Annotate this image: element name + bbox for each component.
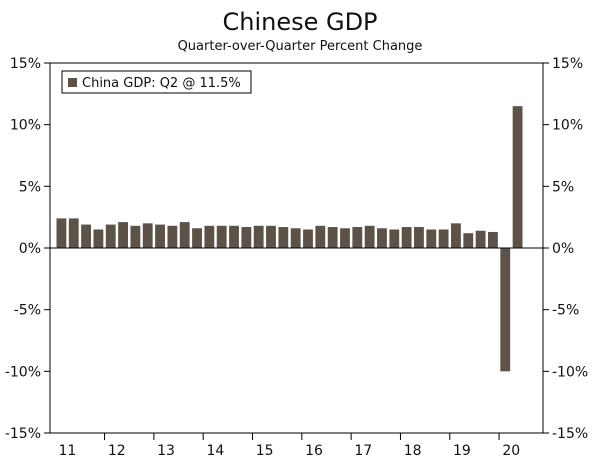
- bar: [352, 227, 363, 248]
- bar: [266, 225, 276, 248]
- bar: [105, 224, 116, 248]
- y-tick-label-right: 15%: [552, 56, 583, 72]
- bar: [179, 222, 190, 248]
- bar: [68, 218, 79, 248]
- legend-box: [61, 70, 252, 94]
- bar: [401, 227, 412, 248]
- x-tick-label: 16: [305, 443, 323, 459]
- right-axis: 15% 10% 5% 0% -5% -10% -15%: [543, 56, 588, 442]
- x-tick-label: 20: [502, 443, 520, 459]
- y-tick-label-right: 10%: [552, 118, 583, 134]
- bar: [93, 229, 104, 248]
- y-tick-label-left: -10%: [5, 364, 41, 380]
- legend-swatch: [68, 78, 77, 87]
- bar: [81, 224, 91, 248]
- legend: China GDP: Q2 @ 11.5%: [61, 70, 252, 94]
- x-axis: 11 12 13 14 15 16 17 18 19 20: [59, 433, 520, 459]
- bar: [475, 230, 486, 248]
- x-tick-label: 14: [206, 443, 224, 459]
- bar: [488, 231, 498, 248]
- bar: [377, 228, 387, 248]
- y-tick-label-left: -5%: [14, 303, 41, 319]
- bar: [290, 228, 301, 248]
- bar: [426, 229, 437, 248]
- x-tick-label: 13: [157, 443, 175, 459]
- chart-title: Chinese GDP: [222, 8, 378, 36]
- bar: [315, 225, 326, 248]
- bar: [56, 218, 67, 248]
- bar: [340, 228, 350, 248]
- legend-label: China GDP: Q2 @ 11.5%: [82, 76, 241, 91]
- bar: [229, 225, 239, 248]
- x-tick-label: 15: [256, 443, 274, 459]
- chart-subtitle: Quarter-over-Quarter Percent Change: [177, 39, 423, 54]
- bar: [192, 228, 202, 248]
- bar: [327, 227, 338, 248]
- y-tick-label-right: -10%: [552, 364, 588, 380]
- bar: [414, 227, 424, 248]
- x-tick-label: 18: [404, 443, 422, 459]
- y-tick-label-right: 5%: [552, 179, 574, 195]
- bar: [253, 225, 264, 248]
- bar: [303, 229, 313, 248]
- x-tick-label: 11: [59, 443, 77, 459]
- y-tick-label-right: -15%: [552, 426, 588, 442]
- bar: [389, 229, 400, 248]
- bar: [130, 225, 141, 248]
- bar: [241, 227, 252, 248]
- y-tick-label-left: 10%: [10, 118, 41, 134]
- bar: [512, 106, 523, 249]
- bar-series: [56, 106, 523, 372]
- y-tick-label-left: 15%: [10, 56, 41, 72]
- bar: [500, 248, 511, 372]
- bar: [278, 227, 289, 248]
- bar: [216, 225, 227, 248]
- bar: [167, 225, 178, 248]
- bar: [463, 233, 474, 248]
- bar: [155, 224, 165, 248]
- x-tick-label: 17: [354, 443, 372, 459]
- x-tick-label: 19: [453, 443, 471, 459]
- y-tick-label-left: 0%: [19, 241, 41, 257]
- y-tick-label-right: -5%: [552, 303, 579, 319]
- bar: [364, 225, 375, 248]
- bar: [118, 222, 128, 248]
- bar: [142, 223, 153, 248]
- left-axis: 15% 10% 5% 0% -5% -10% -15%: [5, 56, 50, 442]
- x-tick-label: 12: [108, 443, 126, 459]
- bar: [451, 223, 461, 248]
- y-tick-label-right: 0%: [552, 241, 574, 257]
- bar: [204, 225, 215, 248]
- bar: [438, 229, 449, 248]
- y-tick-label-left: 5%: [19, 179, 41, 195]
- y-tick-label-left: -15%: [5, 426, 41, 442]
